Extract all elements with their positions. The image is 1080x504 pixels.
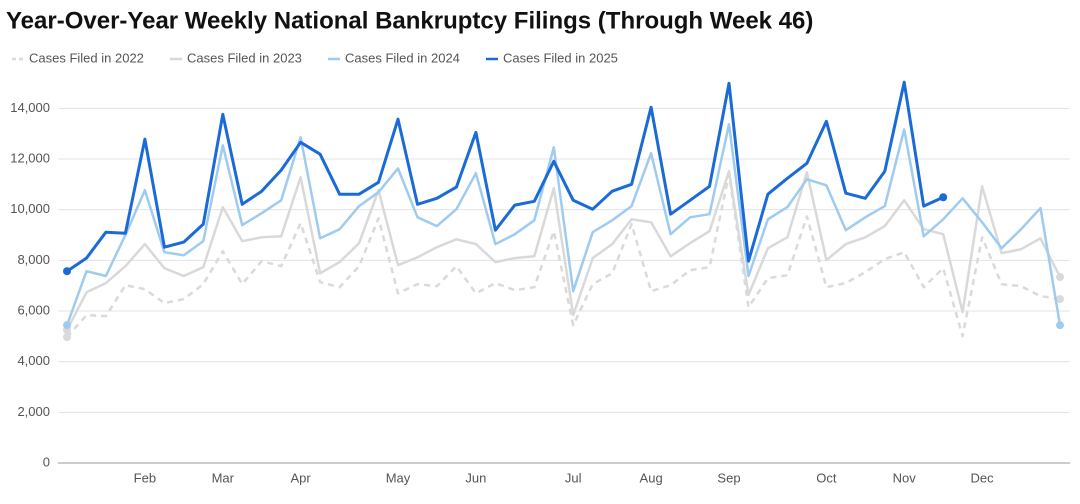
y-tick-label: 4,000 bbox=[17, 353, 50, 368]
chart-title: Year-Over-Year Weekly National Bankruptc… bbox=[6, 7, 813, 34]
x-tick-label: Oct bbox=[816, 470, 837, 485]
end-point bbox=[1056, 295, 1064, 304]
end-point bbox=[63, 267, 71, 276]
x-tick-label: Mar bbox=[212, 470, 235, 485]
x-tick-label: Sep bbox=[717, 470, 740, 485]
y-tick-label: 10,000 bbox=[10, 201, 50, 216]
legend-label: Cases Filed in 2022 bbox=[29, 50, 144, 65]
y-tick-label: 0 bbox=[43, 454, 50, 469]
x-tick-label: Jul bbox=[565, 470, 582, 485]
y-tick-label: 2,000 bbox=[17, 404, 50, 419]
end-point bbox=[939, 193, 948, 202]
series-line bbox=[65, 169, 1062, 331]
x-tick-label: Nov bbox=[893, 470, 917, 485]
legend-label: Cases Filed in 2025 bbox=[503, 50, 618, 65]
x-tick-label: Feb bbox=[134, 470, 156, 485]
legend-label: Cases Filed in 2024 bbox=[345, 50, 460, 65]
x-tick-label: May bbox=[386, 470, 411, 485]
y-tick-label: 6,000 bbox=[17, 302, 50, 317]
legend-label: Cases Filed in 2023 bbox=[187, 50, 302, 65]
end-point bbox=[63, 321, 71, 330]
series-line bbox=[66, 80, 944, 273]
end-point bbox=[63, 333, 71, 342]
y-tick-label: 8,000 bbox=[17, 252, 50, 267]
y-tick-label: 12,000 bbox=[10, 150, 50, 165]
end-point bbox=[1056, 273, 1064, 282]
x-tick-label: Jun bbox=[465, 470, 486, 485]
x-tick-label: Dec bbox=[971, 470, 995, 485]
x-tick-label: Apr bbox=[291, 470, 312, 485]
series-line bbox=[65, 123, 1062, 326]
series-line bbox=[66, 172, 1061, 338]
y-tick-label: 14,000 bbox=[10, 100, 50, 115]
x-tick-label: Aug bbox=[640, 470, 663, 485]
end-point bbox=[1056, 321, 1064, 330]
